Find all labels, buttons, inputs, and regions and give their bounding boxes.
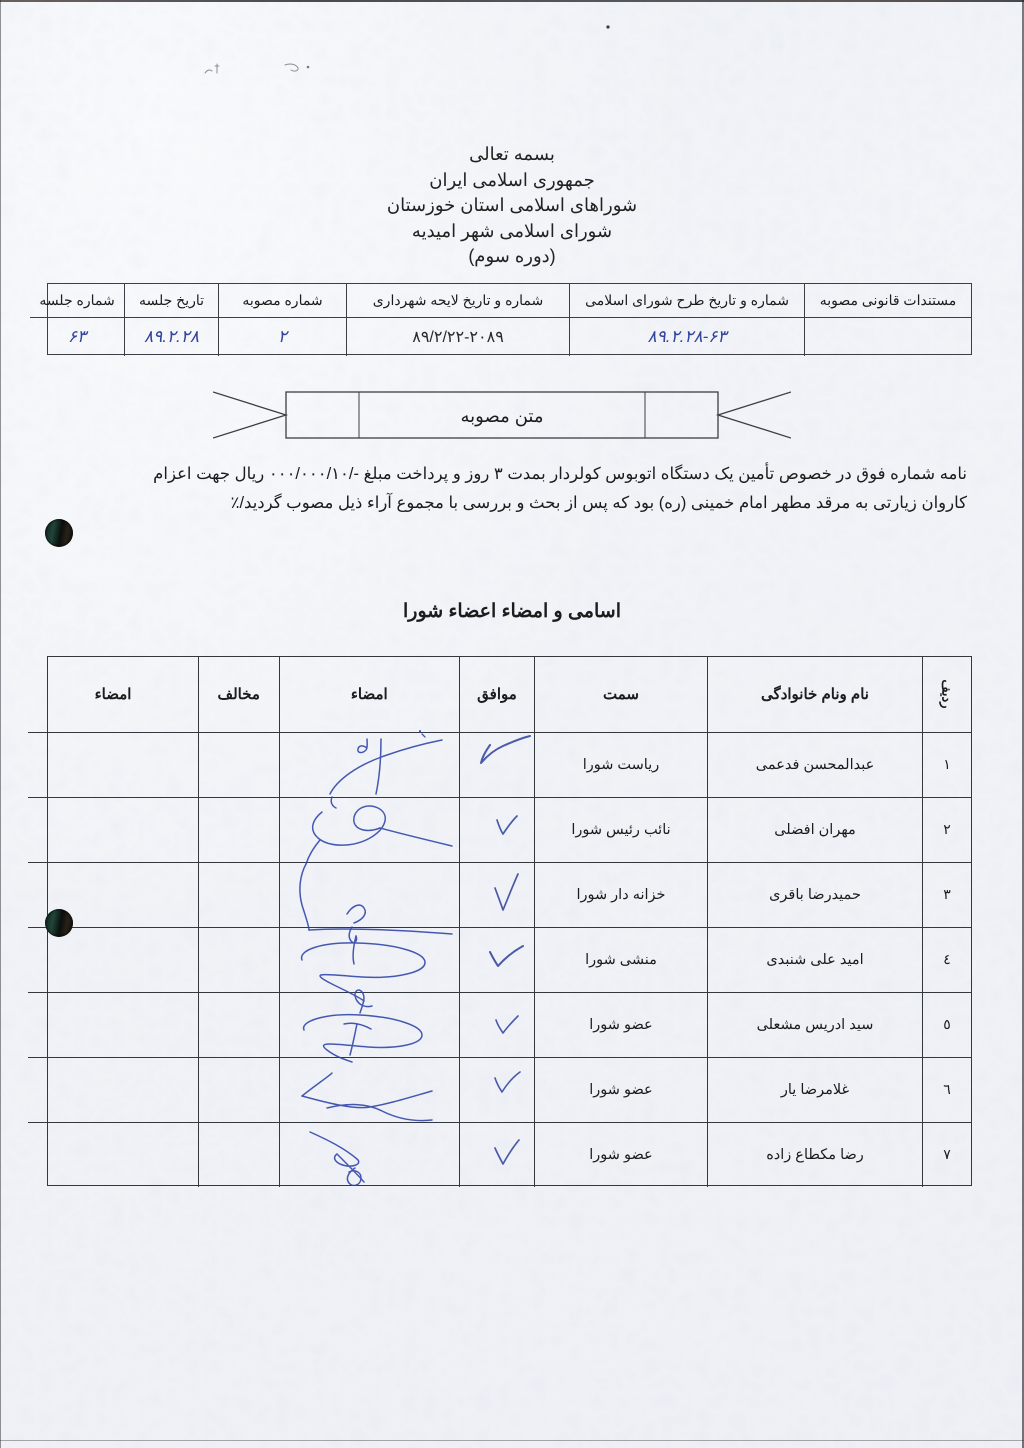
svg-text:متن مصوبه: متن مصوبه [461,406,544,427]
